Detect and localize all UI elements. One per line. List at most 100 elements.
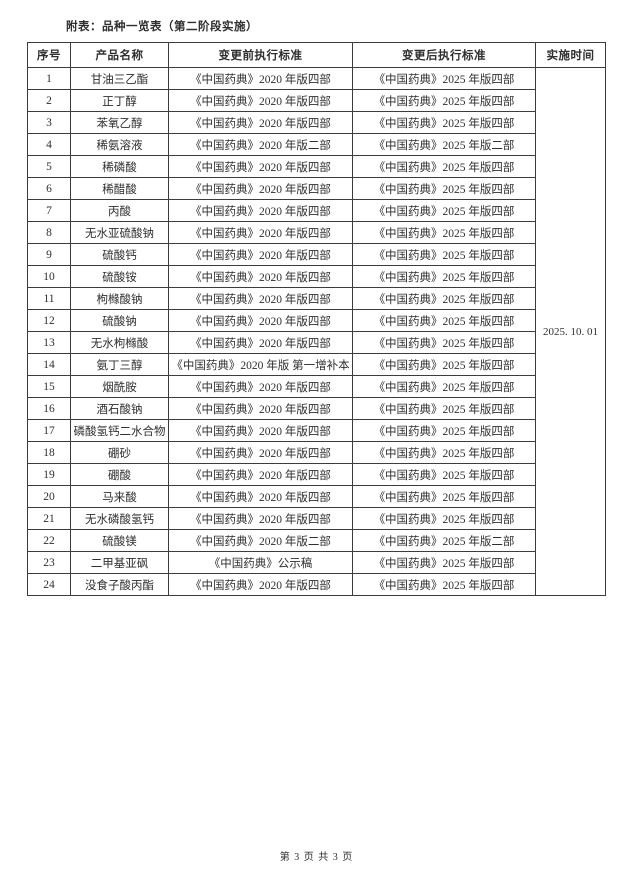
standard-after-cell: 《中国药典》2025 年版四部 [352,419,536,442]
header-product-name: 产品名称 [70,42,169,68]
row-number-cell: 22 [27,529,71,552]
header-row-number: 序号 [27,42,71,68]
table-row: 13 无水枸橼酸 《中国药典》2020 年版四部 《中国药典》2025 年版四部 [27,331,606,354]
product-name-cell: 硼酸 [70,463,169,486]
standard-before-cell: 《中国药典》2020 年版四部 [168,375,353,398]
standard-before-cell: 《中国药典》2020 年版四部 [168,287,353,310]
row-number-cell: 15 [27,375,71,398]
table-row: 1 甘油三乙酯 《中国药典》2020 年版四部 《中国药典》2025 年版四部 2025… [27,67,606,596]
row-number-cell: 1 [27,67,71,90]
product-name-cell: 没食子酸丙酯 [70,573,169,596]
standard-before-cell: 《中国药典》2020 年版二部 [168,529,353,552]
row-number-cell: 21 [27,507,71,530]
page-number-footer: 第 3 页 共 3 页 [279,852,354,863]
product-name-cell: 硼砂 [70,441,169,464]
table-row: 5 稀磷酸 《中国药典》2020 年版四部 《中国药典》2025 年版四部 [27,155,606,178]
standard-after-cell: 《中国药典》2025 年版四部 [352,287,536,310]
product-name-cell: 枸橼酸钠 [70,287,169,310]
product-name-cell: 稀磷酸 [70,155,169,178]
row-number-cell: 7 [27,199,71,222]
standard-after-cell: 《中国药典》2025 年版四部 [352,221,536,244]
product-name-cell: 稀醋酸 [70,177,169,200]
standard-before-cell: 《中国药典》2020 年版四部 [168,309,353,332]
header-standard-after: 变更后执行标准 [352,42,536,68]
product-name-cell: 无水磷酸氢钙 [70,507,169,530]
row-number-cell: 5 [27,155,71,178]
product-name-cell: 丙酸 [70,199,169,222]
row-number-cell: 8 [27,221,71,244]
standard-after-cell: 《中国药典》2025 年版四部 [352,573,536,596]
row-number-cell: 17 [27,419,71,442]
table-row: 12 硫酸钠 《中国药典》2020 年版四部 《中国药典》2025 年版四部 [27,309,606,332]
row-number-cell: 3 [27,111,71,134]
standard-after-cell: 《中国药典》2025 年版四部 [352,397,536,420]
standard-after-cell: 《中国药典》2025 年版四部 [352,309,536,332]
standard-after-cell: 《中国药典》2025 年版四部 [352,463,536,486]
table-row: 11 枸橼酸钠 《中国药典》2020 年版四部 《中国药典》2025 年版四部 [27,287,606,310]
standard-before-cell: 《中国药典》公示稿 [168,551,353,574]
product-name-cell: 二甲基亚砜 [70,551,169,574]
row-number-cell: 16 [27,397,71,420]
table-row: 17 磷酸氢钙二水合物 《中国药典》2020 年版四部 《中国药典》2025 年版四部 [27,419,606,442]
table-row: 15 烟酰胺 《中国药典》2020 年版四部 《中国药典》2025 年版四部 [27,375,606,398]
product-name-cell: 硫酸铵 [70,265,169,288]
standard-after-cell: 《中国药典》2025 年版四部 [352,551,536,574]
product-name-cell: 烟酰胺 [70,375,169,398]
standard-before-cell: 《中国药典》2020 年版四部 [168,243,353,266]
standard-before-cell: 《中国药典》2020 年版四部 [168,419,353,442]
standard-after-cell: 《中国药典》2025 年版四部 [352,243,536,266]
standard-before-cell: 《中国药典》2020 年版四部 [168,199,353,222]
standard-after-cell: 《中国药典》2025 年版四部 [352,331,536,354]
standard-after-cell: 《中国药典》2025 年版四部 [352,507,536,530]
table-body: 1 甘油三乙酯 《中国药典》2020 年版四部 《中国药典》2025 年版四部 2025… [27,67,606,596]
row-number-cell: 4 [27,133,71,156]
product-name-cell: 苯氧乙醇 [70,111,169,134]
row-number-cell: 11 [27,287,71,310]
product-name-cell: 硫酸镁 [70,529,169,552]
row-number-cell: 10 [27,265,71,288]
product-name-cell: 无水亚硫酸钠 [70,221,169,244]
standard-before-cell: 《中国药典》2020 年版四部 [168,573,353,596]
table-row: 6 稀醋酸 《中国药典》2020 年版四部 《中国药典》2025 年版四部 [27,177,606,200]
header-implementation-time: 实施时间 [535,42,606,68]
standard-before-cell: 《中国药典》2020 年版四部 [168,111,353,134]
table-row: 16 酒石酸钠 《中国药典》2020 年版四部 《中国药典》2025 年版四部 [27,397,606,420]
standard-before-cell: 《中国药典》2020 年版四部 [168,331,353,354]
row-number-cell: 12 [27,309,71,332]
product-name-cell: 稀氨溶液 [70,133,169,156]
standard-before-cell: 《中国药典》2020 年版四部 [168,485,353,508]
table-row: 9 硫酸钙 《中国药典》2020 年版四部 《中国药典》2025 年版四部 [27,243,606,266]
table-row: 23 二甲基亚砜 《中国药典》公示稿 《中国药典》2025 年版四部 [27,551,606,574]
table-row: 14 氨丁三醇 《中国药典》2020 年版 第一增补本 《中国药典》2025 年版四部 [27,353,606,376]
table-row: 19 硼酸 《中国药典》2020 年版四部 《中国药典》2025 年版四部 [27,463,606,486]
row-number-cell: 19 [27,463,71,486]
standard-before-cell: 《中国药典》2020 年版四部 [168,397,353,420]
header-standard-before: 变更前执行标准 [168,42,353,68]
row-number-cell: 23 [27,551,71,574]
row-number-cell: 2 [27,89,71,112]
table-row: 8 无水亚硫酸钠 《中国药典》2020 年版四部 《中国药典》2025 年版四部 [27,221,606,244]
standard-after-cell: 《中国药典》2025 年版四部 [352,177,536,200]
standard-before-cell: 《中国药典》2020 年版四部 [168,507,353,530]
product-name-cell: 硫酸钙 [70,243,169,266]
product-name-cell: 氨丁三醇 [70,353,169,376]
row-number-cell: 6 [27,177,71,200]
standard-after-cell: 《中国药典》2025 年版四部 [352,111,536,134]
table-row: 2 正丁醇 《中国药典》2020 年版四部 《中国药典》2025 年版四部 [27,89,606,112]
row-number-cell: 13 [27,331,71,354]
standard-after-cell: 《中国药典》2025 年版四部 [352,375,536,398]
standard-after-cell: 《中国药典》2025 年版四部 [352,441,536,464]
row-number-cell: 20 [27,485,71,508]
product-name-cell: 马来酸 [70,485,169,508]
table-row: 10 硫酸铵 《中国药典》2020 年版四部 《中国药典》2025 年版四部 [27,265,606,288]
implementation-date-cell: 2025. 10. 01 [535,67,606,596]
row-number-cell: 18 [27,441,71,464]
standard-after-cell: 《中国药典》2025 年版四部 [352,89,536,112]
product-name-cell: 甘油三乙酯 [70,67,169,90]
standard-after-cell: 《中国药典》2025 年版二部 [352,133,536,156]
standard-before-cell: 《中国药典》2020 年版四部 [168,463,353,486]
table-row: 20 马来酸 《中国药典》2020 年版四部 《中国药典》2025 年版四部 [27,485,606,508]
standard-before-cell: 《中国药典》2020 年版四部 [168,441,353,464]
table-row: 22 硫酸镁 《中国药典》2020 年版二部 《中国药典》2025 年版二部 [27,529,606,552]
